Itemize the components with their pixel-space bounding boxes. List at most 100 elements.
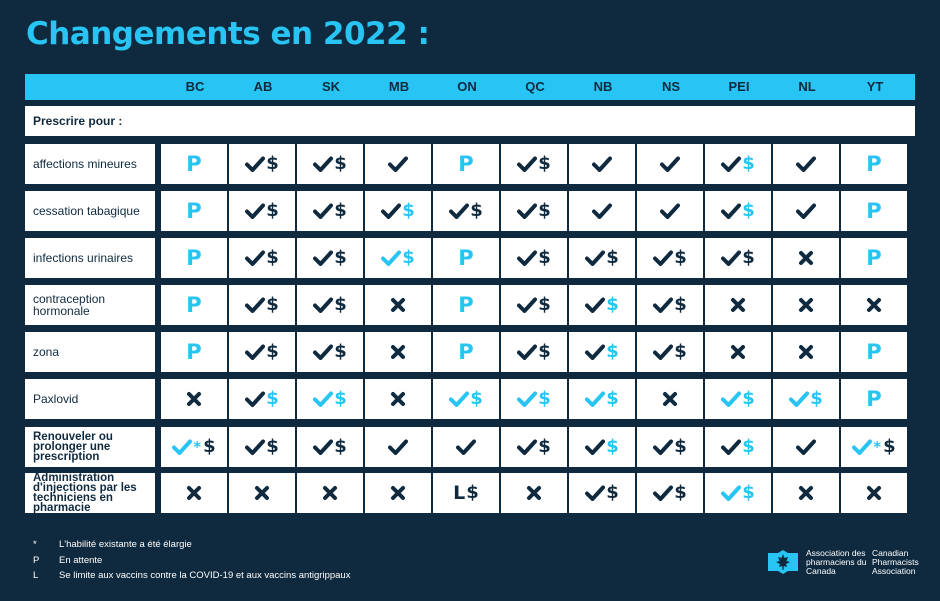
cell-bc: P bbox=[161, 191, 227, 231]
check-icon bbox=[592, 156, 612, 172]
column-header-on: ON bbox=[457, 79, 477, 94]
dollar-icon: $ bbox=[742, 388, 755, 409]
cell-pei: $ bbox=[705, 379, 771, 419]
check-icon bbox=[796, 156, 816, 172]
dollar-icon: $ bbox=[402, 200, 415, 221]
check-icon bbox=[585, 297, 606, 313]
dollar-icon: $ bbox=[470, 200, 483, 221]
pending-icon: P bbox=[458, 340, 474, 364]
row-label: cessation tabagique bbox=[25, 191, 155, 231]
pending-icon: P bbox=[186, 152, 202, 176]
cell-on: P bbox=[433, 144, 499, 184]
x-icon bbox=[391, 298, 405, 312]
check-icon bbox=[245, 344, 266, 360]
check-icon bbox=[721, 439, 742, 455]
cell-sk: $ bbox=[297, 285, 363, 325]
dollar-icon: $ bbox=[538, 200, 551, 221]
check-icon bbox=[852, 439, 873, 455]
dollar-icon: $ bbox=[538, 294, 551, 315]
dollar-icon: $ bbox=[742, 200, 755, 221]
cell-sk: $ bbox=[297, 379, 363, 419]
column-header-nl: NL bbox=[798, 79, 816, 94]
dollar-icon: $ bbox=[883, 436, 896, 457]
pending-icon: P bbox=[458, 246, 474, 270]
cell-qc: $ bbox=[501, 379, 567, 419]
cell-on: P bbox=[433, 238, 499, 278]
check-icon bbox=[721, 250, 742, 266]
check-icon bbox=[313, 297, 334, 313]
cell-yt: P bbox=[841, 379, 907, 419]
cell-ab: $ bbox=[229, 238, 295, 278]
dollar-icon: $ bbox=[674, 482, 687, 503]
cell-sk: $ bbox=[297, 427, 363, 467]
cell-on: P bbox=[433, 332, 499, 372]
maple-leaf-icon bbox=[768, 550, 798, 574]
cell-nb: $ bbox=[569, 238, 635, 278]
check-icon bbox=[721, 203, 742, 219]
cell-mb bbox=[365, 144, 431, 184]
x-icon bbox=[391, 345, 405, 359]
dollar-icon: $ bbox=[402, 247, 415, 268]
footnote-symbol: L bbox=[33, 570, 39, 581]
dollar-icon: $ bbox=[334, 153, 347, 174]
check-icon bbox=[245, 391, 266, 407]
cell-sk: $ bbox=[297, 332, 363, 372]
cell-sk: $ bbox=[297, 191, 363, 231]
cell-yt bbox=[841, 473, 907, 513]
dollar-icon: $ bbox=[266, 436, 279, 457]
cell-bc bbox=[161, 379, 227, 419]
pending-icon: P bbox=[186, 199, 202, 223]
check-icon bbox=[313, 203, 334, 219]
star-icon: * bbox=[193, 438, 202, 456]
footnote-text: L'habilité existante a été élargie bbox=[59, 539, 192, 550]
dollar-icon: $ bbox=[674, 341, 687, 362]
column-header-mb: MB bbox=[388, 79, 410, 94]
dollar-icon: $ bbox=[742, 436, 755, 457]
cell-on: P bbox=[433, 285, 499, 325]
cell-ab bbox=[229, 473, 295, 513]
check-icon bbox=[585, 250, 606, 266]
cell-yt: P bbox=[841, 332, 907, 372]
cell-ns: $ bbox=[637, 427, 703, 467]
dollar-icon: $ bbox=[742, 247, 755, 268]
check-icon bbox=[721, 156, 742, 172]
cell-yt: * $ bbox=[841, 427, 907, 467]
check-icon bbox=[517, 439, 538, 455]
cell-nb bbox=[569, 191, 635, 231]
cell-nl bbox=[773, 191, 839, 231]
cell-bc: P bbox=[161, 332, 227, 372]
x-icon bbox=[799, 486, 813, 500]
check-icon bbox=[721, 485, 742, 501]
check-icon bbox=[653, 250, 674, 266]
x-icon bbox=[187, 486, 201, 500]
x-icon bbox=[663, 392, 677, 406]
check-icon bbox=[245, 156, 266, 172]
cell-yt bbox=[841, 285, 907, 325]
check-icon bbox=[517, 156, 538, 172]
pending-icon: P bbox=[866, 152, 882, 176]
section-label: Prescrire pour : bbox=[33, 114, 123, 128]
dollar-icon: $ bbox=[266, 388, 279, 409]
cell-ns: $ bbox=[637, 332, 703, 372]
cell-mb bbox=[365, 379, 431, 419]
cell-pei: $ bbox=[705, 427, 771, 467]
column-header-ns: NS bbox=[661, 79, 681, 94]
check-icon bbox=[172, 439, 193, 455]
cell-nb: $ bbox=[569, 332, 635, 372]
column-header-bc: BC bbox=[185, 79, 205, 94]
pending-icon: P bbox=[866, 340, 882, 364]
dollar-icon: $ bbox=[266, 153, 279, 174]
check-icon bbox=[245, 203, 266, 219]
dollar-icon: $ bbox=[266, 200, 279, 221]
dollar-icon: $ bbox=[810, 388, 823, 409]
x-icon bbox=[323, 486, 337, 500]
cell-mb: $ bbox=[365, 191, 431, 231]
x-icon bbox=[799, 345, 813, 359]
check-icon bbox=[592, 203, 612, 219]
cell-yt: P bbox=[841, 144, 907, 184]
cell-nl bbox=[773, 285, 839, 325]
dollar-icon: $ bbox=[334, 294, 347, 315]
dollar-icon: $ bbox=[334, 200, 347, 221]
column-header-qc: QC bbox=[525, 79, 545, 94]
check-icon bbox=[449, 203, 470, 219]
